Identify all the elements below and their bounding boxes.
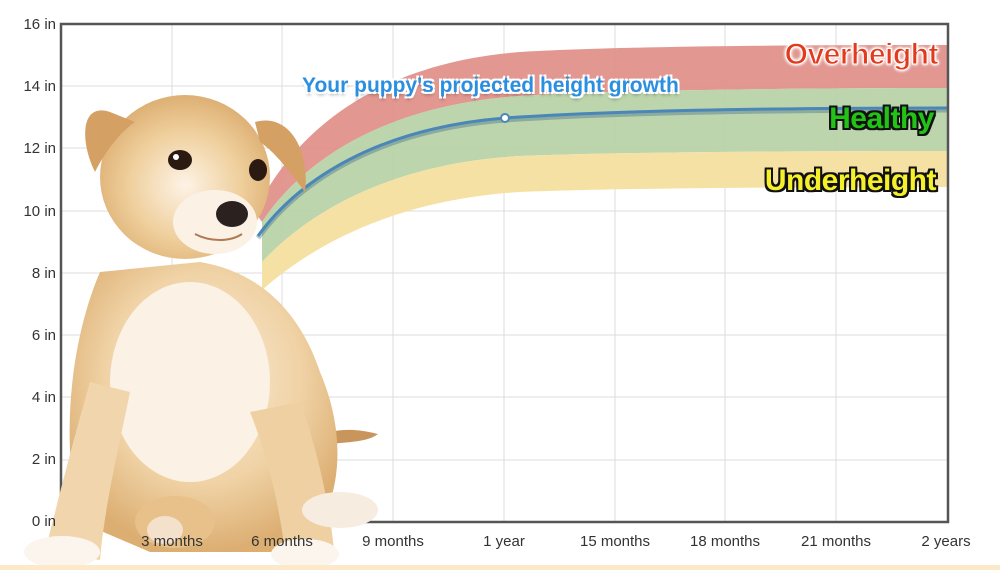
underheight-label: Underheight (764, 164, 937, 197)
y-tick-label: 0 in (31, 513, 56, 530)
y-tick-label: 2 in (31, 451, 56, 468)
y-tick-label: 4 in (31, 389, 56, 406)
puppy-image (24, 95, 378, 569)
projection-line-shadow (255, 107, 949, 240)
plot-frame (59, 22, 950, 524)
x-tick-label: 6 months (251, 533, 313, 550)
x-tick-label: 18 months (689, 533, 761, 550)
x-tick-label: 3 months (141, 533, 203, 550)
projection-line (256, 106, 949, 237)
x-tick-label: 9 months (362, 533, 424, 550)
healthy-label: Healthy (829, 102, 934, 135)
x-tick-label: 15 months (579, 533, 651, 550)
y-tick-label: 8 in (31, 265, 56, 282)
y-tick-label: 14 in (23, 78, 56, 95)
band-healthy (262, 88, 948, 262)
projection-title: Your puppy's projected height growth (302, 74, 679, 97)
projection-point-1-year[interactable] (500, 113, 510, 123)
x-tick-label: 1 year (483, 533, 525, 550)
overheight-label: Overheight (784, 38, 939, 72)
x-tick-label: 21 months (800, 533, 872, 550)
band-underheight (262, 151, 948, 290)
x-tick-label: 2 years (921, 533, 971, 550)
footer-strip (0, 565, 1000, 570)
y-tick-label: 16 in (23, 16, 56, 33)
y-tick-label: 6 in (31, 327, 56, 344)
y-tick-label: 10 in (23, 203, 56, 220)
y-tick-label: 12 in (23, 140, 56, 157)
band-overheight (255, 45, 948, 222)
